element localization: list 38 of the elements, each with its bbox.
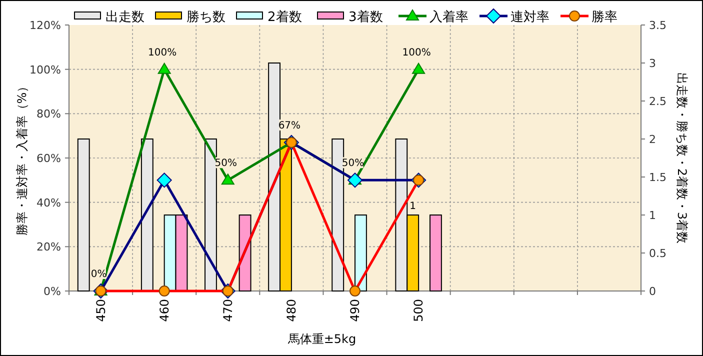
legend-label: 2着数: [268, 9, 302, 25]
y-tick-label: 120%: [30, 19, 61, 32]
data-label: 50%: [342, 158, 364, 170]
y-tick-label: 80%: [36, 108, 61, 121]
y2-tick-label: 0: [649, 285, 656, 298]
legend-label: 入着率: [430, 9, 468, 25]
y-tick-label: 60%: [36, 152, 61, 165]
legend-label: 出走数: [106, 10, 144, 25]
y-axis-title: 勝率・連対率・入着率（%）: [15, 80, 29, 236]
legend-label: 勝率: [592, 9, 618, 25]
y-tick-label: 20%: [36, 240, 61, 254]
data-label: 1: [410, 201, 416, 212]
y2-tick-label: 3.5: [649, 19, 666, 32]
data-label: 50%: [214, 158, 238, 170]
x-tick-label: 500: [412, 299, 426, 322]
data-label: 0%: [90, 269, 107, 280]
y-tick-label: 0%: [44, 285, 61, 298]
y2-tick-label: 2: [649, 133, 656, 146]
data-label: 67%: [278, 120, 301, 132]
y2-tick-label: 0.5: [649, 247, 666, 260]
y2-tick-label: 3: [649, 57, 656, 70]
y-tick-label: 40%: [36, 196, 61, 210]
x-tick-label: 460: [157, 299, 172, 322]
y2-tick-label: 1: [649, 209, 656, 222]
legend-label: 連対率: [510, 9, 550, 25]
legend-label: 勝ち数: [186, 10, 226, 25]
x-tick-label: 490: [348, 299, 362, 322]
x-tick-label: 450: [94, 299, 108, 322]
y2-axis-title: 出走数・勝ち数・2着数・3着数: [675, 72, 689, 244]
y2-tick-label: 1.5: [649, 171, 666, 184]
x-axis-title: 馬体重±5kg: [286, 332, 356, 346]
y2-tick-label: 2.5: [649, 95, 666, 108]
data-label: 100%: [402, 47, 431, 58]
y-tick-label: 100%: [30, 63, 61, 76]
legend-label: 3着数: [348, 9, 383, 25]
data-label: 100%: [148, 47, 177, 58]
x-tick-label: 480: [284, 299, 298, 322]
x-tick-label: 470: [220, 299, 235, 322]
